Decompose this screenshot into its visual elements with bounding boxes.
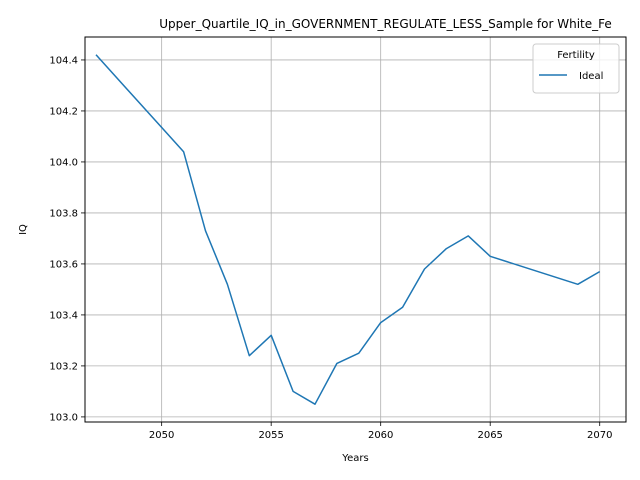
plot-area-frame	[84, 36, 627, 423]
x-tick-label: 2060	[368, 430, 393, 441]
x-tick-label: 2055	[258, 430, 283, 441]
y-tick-label: 103.8	[49, 208, 78, 219]
y-tick-label: 104.4	[49, 55, 78, 66]
legend-label: Ideal	[579, 71, 603, 82]
legend: Fertility Ideal	[532, 43, 620, 94]
x-tick-label: 2050	[149, 430, 174, 441]
series-lines	[95, 54, 601, 405]
y-tick-label: 103.0	[49, 412, 78, 423]
legend-entries: Ideal	[539, 71, 603, 82]
y-tick-label: 103.4	[49, 310, 78, 321]
y-axis-title: IQ	[18, 224, 29, 235]
x-tick-label: 2070	[587, 430, 612, 441]
y-tick-label: 104.2	[49, 106, 78, 117]
legend-title: Fertility	[557, 50, 595, 61]
y-tick-label: 104.0	[49, 157, 78, 168]
x-axis-title: Years	[341, 453, 368, 464]
y-tick-label: 103.6	[49, 259, 78, 270]
series-line-0	[95, 54, 601, 405]
chart-title: Upper_Quartile_IQ_in_GOVERNMENT_REGULATE…	[159, 17, 612, 31]
grid-lines	[85, 37, 626, 422]
legend-box	[532, 43, 620, 94]
y-tick-label: 103.2	[49, 361, 78, 372]
axis-ticks: 2050 2055 2060 2065 2070 103.0 103.2 103.4 103.6…	[49, 55, 612, 441]
x-tick-label: 2065	[477, 430, 502, 441]
